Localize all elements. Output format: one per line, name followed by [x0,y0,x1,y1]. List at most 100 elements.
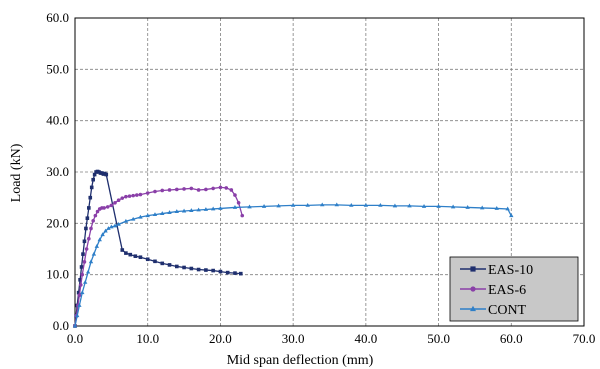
data-point [105,205,110,209]
data-point [77,303,82,307]
data-point [238,271,243,276]
legend-label: CONT [488,303,527,318]
data-point [189,186,194,191]
y-tick-label: 10.0 [46,267,69,282]
data-point [276,203,281,208]
data-point [465,205,470,209]
data-point [80,290,85,295]
y-axis-label: Load (kN) [9,143,24,202]
data-point [349,202,354,207]
data-point [88,259,94,264]
data-point [224,186,229,190]
data-point [116,198,121,203]
data-point [102,206,106,210]
y-tick-label: 0.0 [53,318,69,333]
data-point [153,189,157,194]
data-point [95,209,100,214]
data-point [229,188,234,192]
data-point [74,313,80,318]
data-point [167,210,172,214]
data-point [196,188,201,192]
legend-label: EAS-6 [488,283,526,298]
data-point [509,213,514,218]
data-point [218,185,223,190]
data-point [84,226,88,231]
series-eas-10 [73,169,243,328]
data-point [91,218,95,223]
data-point [85,216,90,220]
data-point [145,191,150,195]
series-line [74,170,241,327]
legend-label: EAS-10 [488,263,533,278]
data-point [167,188,172,192]
data-point [233,271,237,275]
data-point [175,264,179,269]
y-tick-label: 20.0 [46,215,69,230]
data-point [138,214,143,219]
data-point [88,195,93,200]
data-point [175,187,179,192]
data-point [84,247,89,251]
data-point [138,192,143,197]
data-point [160,261,165,266]
data-point [82,279,88,284]
data-point [87,236,91,241]
data-point [211,268,215,273]
data-point [145,213,150,218]
data-point [189,208,194,212]
data-point [145,257,150,262]
x-tick-label: 0.0 [67,331,83,346]
data-point [82,239,87,244]
data-point [290,202,296,207]
x-tick-label: 30.0 [282,331,305,346]
data-point [80,272,85,277]
plot-frame [74,17,585,327]
data-point [261,203,267,208]
data-point [128,252,133,257]
data-point [76,290,81,295]
data-point [218,206,223,210]
data-point [167,263,172,267]
legend-item: EAS-6 [460,283,526,298]
x-tick-label: 40.0 [354,331,377,346]
data-point [189,266,194,271]
data-point [247,204,252,209]
legend-item: EAS-10 [460,263,533,278]
data-point [135,193,139,197]
data-point [89,185,94,190]
data-point [204,268,208,272]
data-point [112,223,118,228]
data-point [160,211,165,216]
data-point [204,187,208,192]
data-point [225,270,230,275]
y-tick-label: 50.0 [46,61,69,76]
x-tick-label: 70.0 [573,331,596,346]
data-point [232,205,238,209]
data-point [470,305,476,312]
legend: EAS-10 EAS-6 CONT [449,256,579,322]
x-tick-label: 10.0 [136,331,159,346]
data-point [120,196,125,200]
y-tick-label: 60.0 [46,10,69,25]
data-point [236,201,241,205]
data-point [85,269,91,274]
axis-ticks: 0.0 10.0 20.0 30.0 40.0 50.0 60.0 70.0 0.0 10.0 20… [46,10,595,346]
data-point [131,193,135,198]
data-point [113,201,117,205]
data-point [72,323,78,328]
series-eas-6 [73,185,245,328]
x-tick-label: 60.0 [500,331,523,346]
series-layer [72,169,514,328]
data-point [334,202,339,207]
series-cont [72,202,514,328]
data-point [320,202,325,207]
data-point [436,203,441,208]
data-point [196,207,201,212]
data-point [109,224,114,229]
data-point [130,216,136,221]
data-point [470,266,476,272]
data-point [109,203,114,208]
data-point [127,194,132,198]
legend-item: CONT [460,303,527,318]
